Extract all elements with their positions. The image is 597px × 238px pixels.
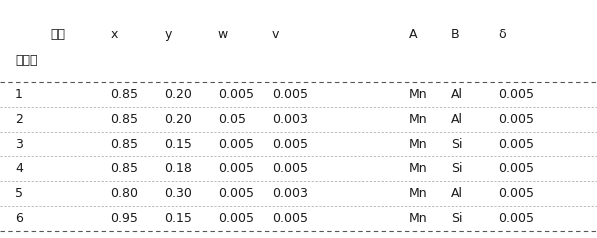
Text: Mn: Mn: [409, 113, 427, 126]
Text: 0.005: 0.005: [218, 212, 254, 225]
Text: Al: Al: [451, 113, 463, 126]
Text: 参数: 参数: [51, 28, 66, 41]
Text: y: y: [164, 28, 171, 41]
Text: 0.15: 0.15: [164, 212, 192, 225]
Text: 0.15: 0.15: [164, 138, 192, 151]
Text: 0.20: 0.20: [164, 113, 192, 126]
Text: 6: 6: [15, 212, 23, 225]
Text: x: x: [110, 28, 118, 41]
Text: 0.005: 0.005: [498, 138, 534, 151]
Text: Mn: Mn: [409, 138, 427, 151]
Text: Al: Al: [451, 88, 463, 101]
Text: 0.005: 0.005: [218, 162, 254, 175]
Text: 0.005: 0.005: [218, 138, 254, 151]
Text: 0.05: 0.05: [218, 113, 246, 126]
Text: Mn: Mn: [409, 88, 427, 101]
Text: 5: 5: [15, 187, 23, 200]
Text: 0.85: 0.85: [110, 138, 139, 151]
Text: 0.005: 0.005: [498, 187, 534, 200]
Text: 0.30: 0.30: [164, 187, 192, 200]
Text: Si: Si: [451, 162, 462, 175]
Text: 0.005: 0.005: [218, 187, 254, 200]
Text: 2: 2: [15, 113, 23, 126]
Text: 4: 4: [15, 162, 23, 175]
Text: 0.005: 0.005: [272, 138, 307, 151]
Text: Mn: Mn: [409, 162, 427, 175]
Text: 0.005: 0.005: [498, 212, 534, 225]
Text: 0.95: 0.95: [110, 212, 139, 225]
Text: 1: 1: [15, 88, 23, 101]
Text: 0.80: 0.80: [110, 187, 139, 200]
Text: w: w: [218, 28, 228, 41]
Text: Mn: Mn: [409, 212, 427, 225]
Text: 0.18: 0.18: [164, 162, 192, 175]
Text: 0.005: 0.005: [498, 162, 534, 175]
Text: 0.005: 0.005: [498, 113, 534, 126]
Text: A: A: [409, 28, 417, 41]
Text: 实施例: 实施例: [15, 54, 38, 67]
Text: Si: Si: [451, 212, 462, 225]
Text: 0.005: 0.005: [272, 162, 307, 175]
Text: 0.005: 0.005: [272, 88, 307, 101]
Text: Al: Al: [451, 187, 463, 200]
Text: 0.005: 0.005: [272, 212, 307, 225]
Text: 0.003: 0.003: [272, 113, 307, 126]
Text: Si: Si: [451, 138, 462, 151]
Text: 0.85: 0.85: [110, 113, 139, 126]
Text: Mn: Mn: [409, 187, 427, 200]
Text: 3: 3: [15, 138, 23, 151]
Text: 0.003: 0.003: [272, 187, 307, 200]
Text: 0.005: 0.005: [498, 88, 534, 101]
Text: 0.85: 0.85: [110, 88, 139, 101]
Text: 0.20: 0.20: [164, 88, 192, 101]
Text: δ: δ: [498, 28, 506, 41]
Text: 0.005: 0.005: [218, 88, 254, 101]
Text: 0.85: 0.85: [110, 162, 139, 175]
Text: v: v: [272, 28, 279, 41]
Text: B: B: [451, 28, 459, 41]
